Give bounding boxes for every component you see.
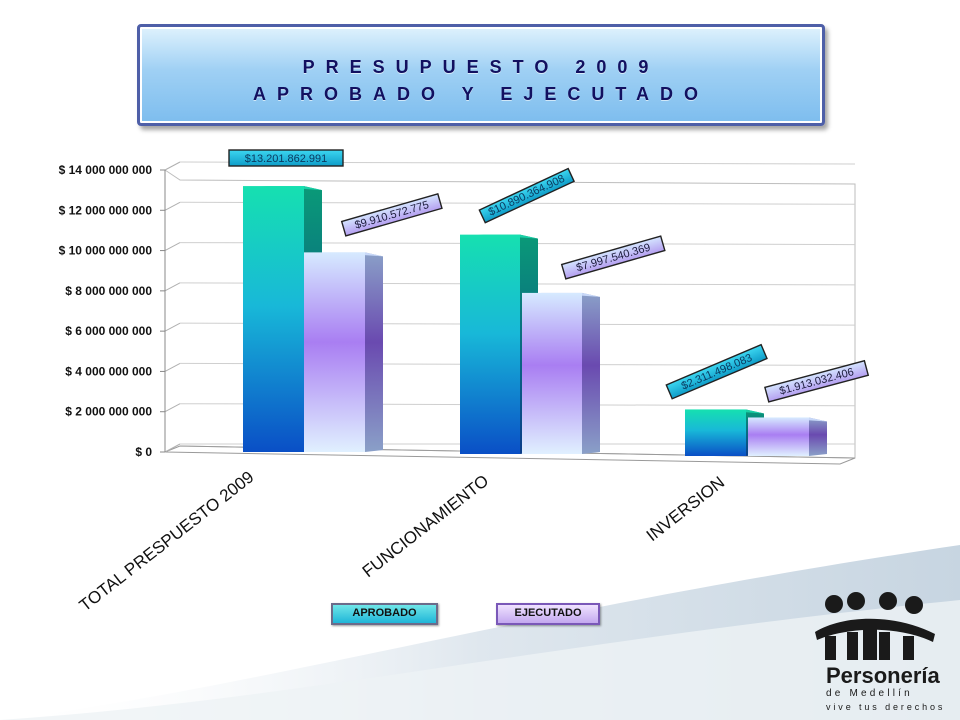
data-label-text: $13.201.862.991 — [245, 153, 328, 165]
bar-side-executed — [365, 252, 383, 452]
data-label-box — [764, 359, 870, 403]
legend-approved: APROBADO — [331, 603, 438, 625]
chart-title-line1: PRESUPUESTO 2009 — [302, 57, 660, 77]
data-label-approved: $13.201.862.991 — [228, 149, 344, 167]
bar-approved — [243, 186, 304, 452]
data-label-executed: $1.913.032.406 — [764, 359, 870, 403]
data-label-box — [478, 167, 576, 224]
legend-executed: EJECUTADO — [496, 603, 600, 625]
chart-title-line2: APROBADO Y EJECUTADO — [252, 84, 710, 104]
gridline — [164, 161, 181, 171]
data-label-approved: $2.311.498.083 — [665, 343, 768, 400]
gridline — [164, 322, 181, 332]
title-banner: PRESUPUESTO 2009 APROBADO Y EJECUTADO — [137, 24, 825, 126]
gridline — [164, 201, 181, 211]
y-tick-label: $ 0 — [135, 445, 152, 459]
data-label-box — [228, 149, 344, 167]
bar-executed — [748, 417, 809, 456]
bar-executed — [304, 252, 365, 452]
x-tick-label: FUNCIONAMIENTO — [359, 471, 493, 581]
bar-approved — [685, 409, 746, 456]
gridline — [164, 282, 181, 292]
y-tick-label: $ 12 000 000 000 — [59, 203, 153, 217]
data-label-executed: $7.997.540.369 — [560, 235, 666, 280]
y-tick-label: $ 14 000 000 000 — [59, 163, 153, 177]
x-tick-label: INVERSION — [643, 473, 728, 546]
personeria-logo — [815, 592, 935, 660]
logo-city: de Medellín — [826, 688, 913, 699]
data-label-text: $2.311.498.083 — [680, 352, 754, 393]
y-tick-label: $ 10 000 000 000 — [59, 244, 153, 258]
bar-executed — [522, 292, 582, 454]
bar-approved — [460, 234, 520, 454]
y-tick-label: $ 4 000 000 000 — [65, 364, 152, 378]
data-label-box — [560, 235, 666, 280]
gridline — [164, 242, 181, 252]
y-tick-label: $ 6 000 000 000 — [65, 324, 152, 338]
data-label-approved: $10.890.364.908 — [478, 167, 576, 224]
logo-name: Personería — [826, 663, 940, 688]
logo-slogan: vive tus derechos — [826, 702, 946, 712]
x-tick-label: TOTAL PRESPUESTO 2009 — [76, 467, 258, 615]
data-label-executed: $9.910.572.775 — [340, 193, 443, 237]
bar-side-executed — [809, 417, 827, 456]
data-label-box — [340, 193, 443, 237]
y-tick-label: $ 8 000 000 000 — [65, 284, 152, 298]
y-tick-label: $ 2 000 000 000 — [65, 405, 152, 419]
gridline — [164, 403, 181, 413]
bar-side-executed — [582, 292, 600, 454]
gridline — [164, 443, 181, 453]
data-label-box — [665, 343, 768, 400]
plot-floor — [164, 445, 856, 465]
data-label-text: $10.890.364.908 — [487, 173, 567, 219]
gridline — [164, 362, 181, 372]
